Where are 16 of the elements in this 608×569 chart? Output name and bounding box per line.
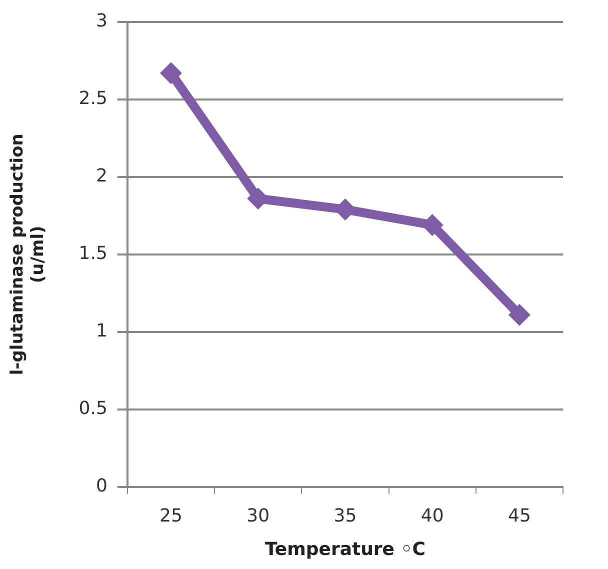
x-axis-title: Temperature ◦C [264, 538, 426, 560]
y-axis-title: l-glutaminase production (u/ml) [8, 134, 48, 376]
y-tick-label: 2.5 [78, 88, 108, 110]
y-tick-label: 0 [96, 475, 108, 496]
point [160, 62, 182, 84]
y-tick-label: 2 [96, 166, 108, 187]
y-tick-label: 0.5 [78, 398, 108, 420]
x-tick-label: 45 [508, 505, 531, 526]
y-tick-label: 1.5 [78, 243, 108, 264]
x-tick-label: 25 [160, 505, 182, 526]
x-tick-label: 35 [334, 505, 357, 526]
y-tick-label: 1 [96, 320, 108, 342]
y-tick-label: 3 [96, 10, 108, 32]
x-tick-label: 40 [420, 505, 444, 526]
point [508, 304, 530, 326]
x-tick-label: 30 [246, 505, 270, 526]
